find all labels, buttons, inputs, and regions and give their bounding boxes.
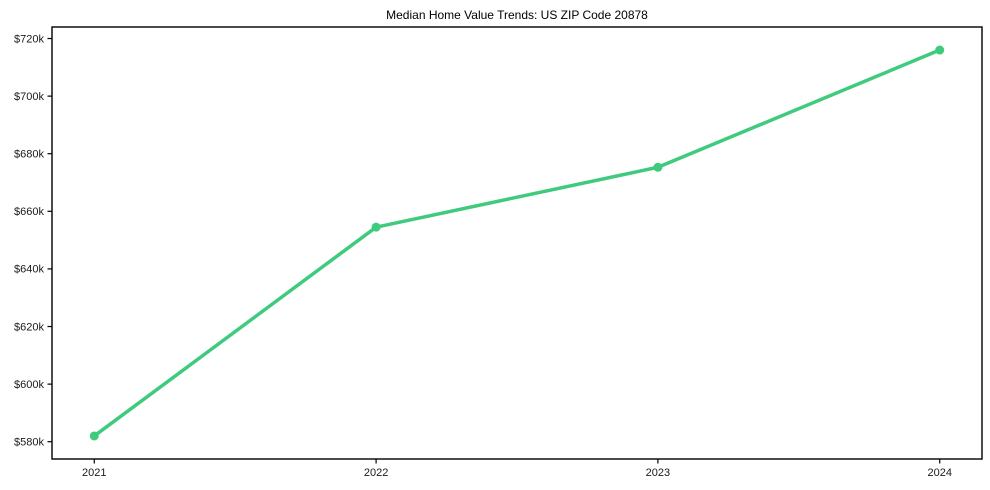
x-tick-label: 2022	[364, 467, 388, 479]
data-point-marker	[89, 431, 99, 441]
y-tick-label: $640k	[14, 264, 44, 276]
data-point-marker	[371, 222, 381, 232]
y-tick-label: $700k	[14, 91, 44, 103]
y-tick-label: $660k	[14, 206, 44, 218]
y-tick-label: $620k	[14, 321, 44, 333]
y-tick-label: $720k	[14, 33, 44, 45]
y-tick-label: $680k	[14, 149, 44, 161]
x-tick-label: 2024	[927, 467, 951, 479]
x-tick-label: 2021	[82, 467, 106, 479]
y-tick-label: $580k	[14, 437, 44, 449]
chart-title: Median Home Value Trends: US ZIP Code 20…	[386, 8, 648, 22]
plot-border	[51, 26, 983, 460]
x-tick-label: 2023	[646, 467, 670, 479]
data-point-marker	[653, 162, 663, 172]
y-tick-label: $600k	[14, 379, 44, 391]
trend-line	[92, 48, 942, 438]
data-point-marker	[935, 45, 945, 55]
